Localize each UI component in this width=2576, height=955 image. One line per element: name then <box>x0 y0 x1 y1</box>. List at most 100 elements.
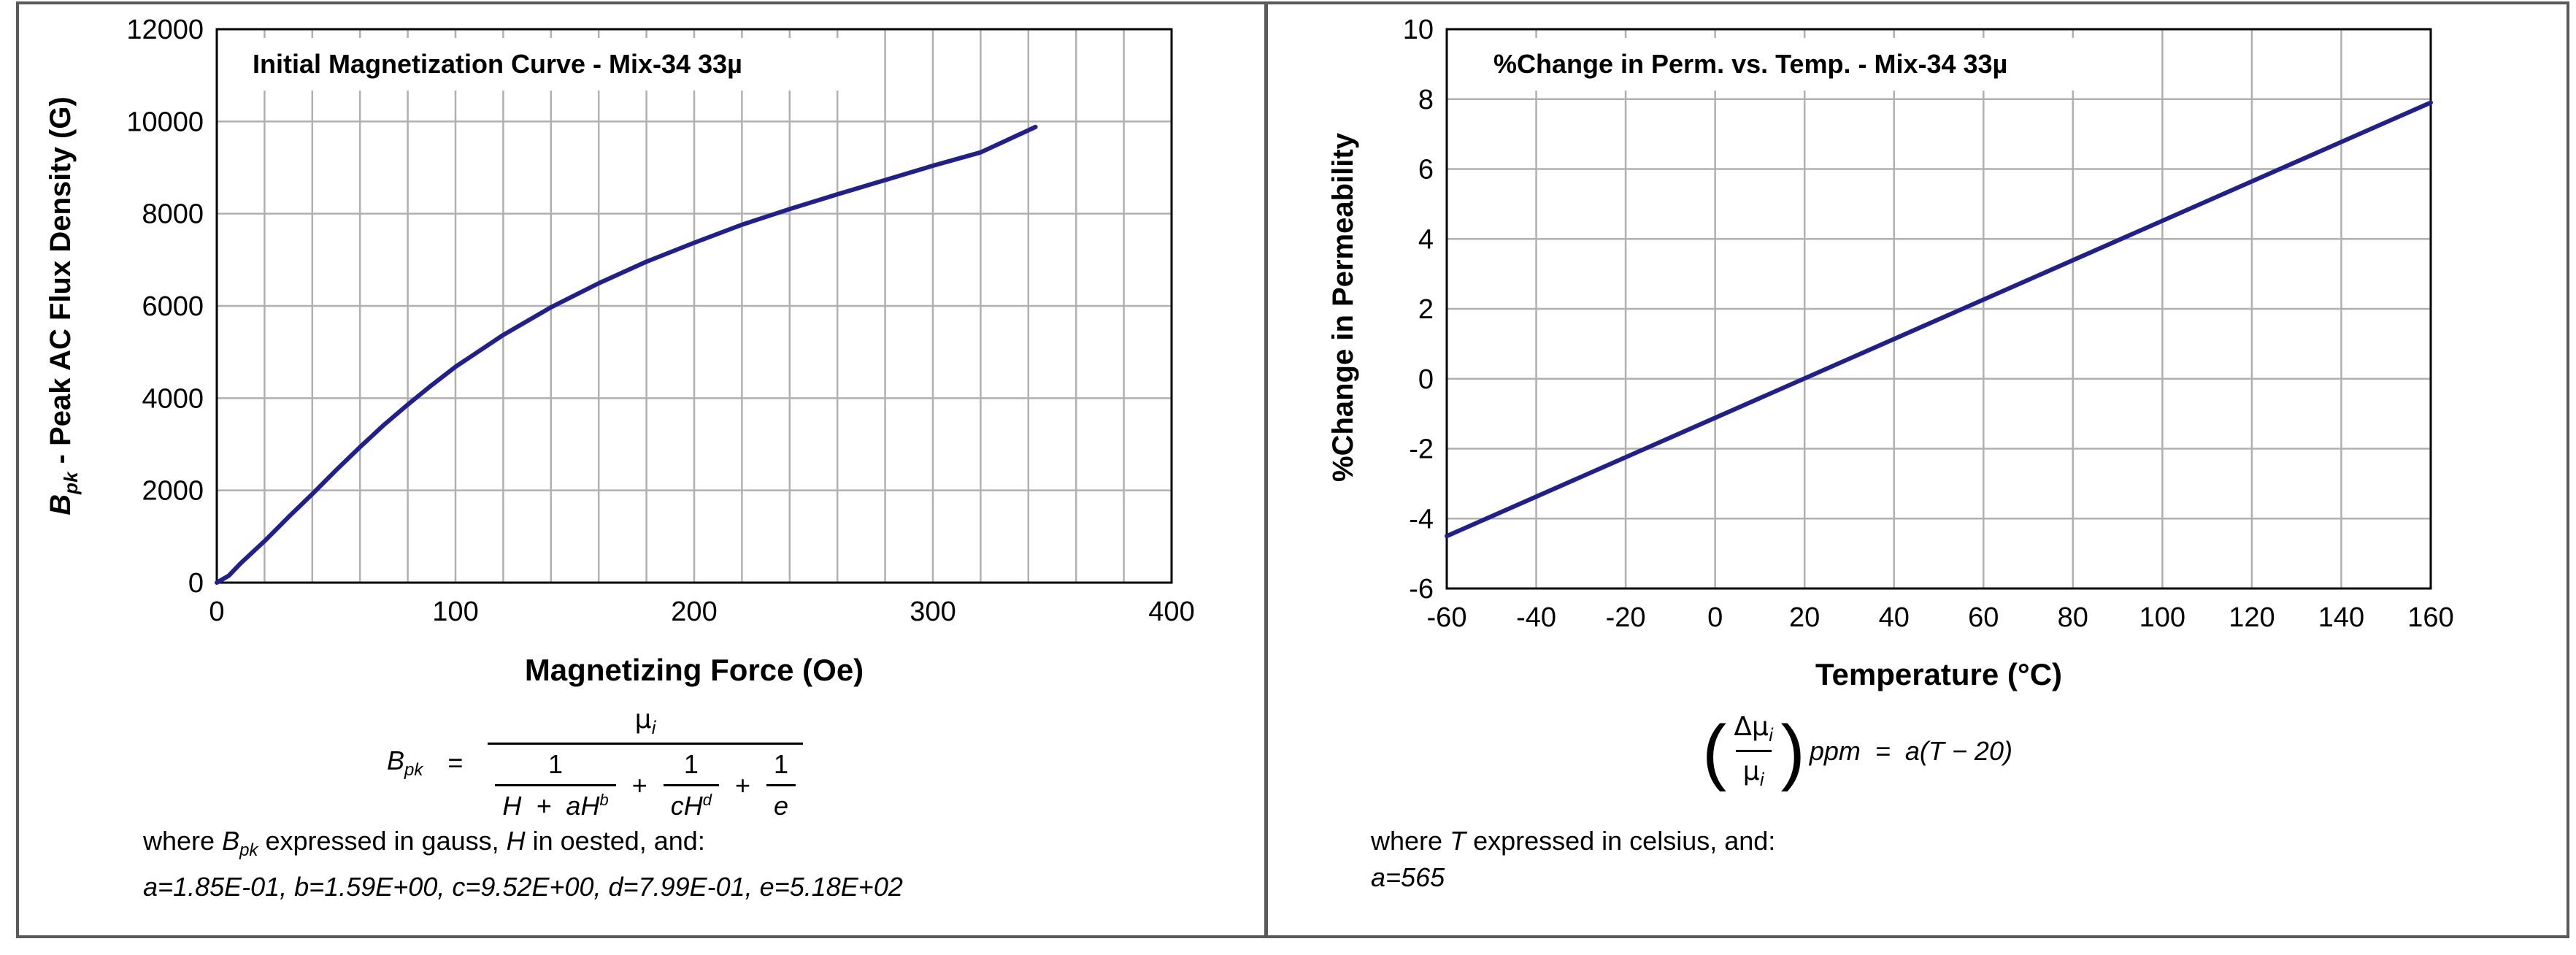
magnetization-chart-y-tick-label: 4000 <box>142 383 204 414</box>
permeability-temp-chart-y-tick-label: -2 <box>1409 434 1434 465</box>
eq-term1-den: H + aHb <box>495 784 616 821</box>
magnetization-chart-y-tick-label: 6000 <box>142 291 204 322</box>
eq-term2-den-text: cH <box>670 791 703 821</box>
flux-density-equation: Bpk = µi 1 H + aHb + 1 cHd + 1 e <box>387 705 804 821</box>
permeability-temp-chart-x-tick-label: 100 <box>2139 602 2185 633</box>
eq-lhs: Bpk <box>387 745 423 781</box>
where-r-a: where <box>1371 826 1450 856</box>
flux-density-where-line: where Bpk expressed in gauss, H in oeste… <box>143 825 903 867</box>
permeability-constants: a=565 <box>1371 862 1445 892</box>
eq-numerator: µi <box>627 705 664 743</box>
where-r-c: expressed in celsius, and: <box>1466 826 1776 856</box>
permeability-temp-chart-y-tick-label: 8 <box>1418 85 1434 115</box>
permeability-temp-chart-x-tick-label: -20 <box>1606 602 1646 633</box>
where-r-t: T <box>1450 826 1466 856</box>
magnetization-chart-x-tick-label: 400 <box>1148 597 1194 627</box>
magnetization-curve-line <box>215 124 1038 585</box>
eq-delta-mu-sub: i <box>1768 725 1774 746</box>
permeability-temp-chart-x-tick-label: 160 <box>2407 602 2453 633</box>
where-d: H <box>506 826 526 856</box>
permeability-temp-chart-x-tick-label: 40 <box>1879 602 1910 633</box>
where-c: expressed in gauss, <box>258 826 507 856</box>
eq-mu-den-sub: i <box>1759 770 1765 791</box>
magnetization-chart-x-tick-label: 300 <box>910 597 956 627</box>
permeability-temp-chart-y-tick-label: 6 <box>1418 155 1434 185</box>
eq-delta-mu: Δµ <box>1734 712 1769 742</box>
eq-term3-num: 1 <box>774 749 789 780</box>
magnetization-chart-y-tick-label: 2000 <box>142 476 204 507</box>
eq-delta-num: Δµi <box>1726 712 1780 750</box>
permeability-temp-chart-x-tick-label: 60 <box>1968 602 1999 633</box>
magnetization-chart-y-tick-label: 10000 <box>126 107 204 137</box>
eq-term2-num: 1 <box>683 749 699 780</box>
magnetization-chart-x-tick-label: 200 <box>671 597 717 627</box>
eq-term1-exp: b <box>599 791 609 810</box>
permeability-temp-chart-y-tick-label: 2 <box>1418 294 1434 325</box>
eq-mu: µ <box>634 705 652 735</box>
y-axis-label-symbol: B <box>45 494 77 515</box>
permeability-temp-chart-x-tick-label: 20 <box>1789 602 1820 633</box>
eq-lhs-subscript: pk <box>404 760 423 781</box>
permeability-change-line <box>1445 100 2433 539</box>
permeability-temp-chart-x-tick-label: 140 <box>2318 602 2364 633</box>
magnetization-chart-y-axis-label: Bpk - Peak AC Flux Density (G) <box>45 96 82 515</box>
where-b: B <box>222 826 240 856</box>
where-a: where <box>143 826 223 856</box>
permeability-temp-chart-title: %Change in Perm. vs. Temp. - Mix-34 33µ <box>1493 49 2007 79</box>
magnetization-chart-grid <box>217 29 1172 583</box>
permeability-temp-chart-y-tick-label: 4 <box>1418 224 1434 255</box>
y-axis-label-subscript: pk <box>60 471 82 495</box>
where-b-sub: pk <box>239 840 258 861</box>
permeability-temp-chart-title-box <box>1482 38 2110 91</box>
eq-right-paren: ) <box>1780 710 1805 792</box>
permeability-temp-chart-grid <box>1447 29 2431 588</box>
eq-delta-den: µi <box>1735 750 1772 791</box>
eq-equals: = <box>447 748 464 778</box>
magnetization-chart-y-ticks: 0 2000 4000 6000 8000 10000 12000 <box>126 15 204 599</box>
magnetization-chart-y-tick-label: 8000 <box>142 199 204 230</box>
permeability-temp-chart-x-axis-label: Temperature (°C) <box>1815 657 2062 691</box>
magnetization-chart-plot-area <box>215 28 1173 584</box>
permeability-temp-chart-x-tick-label: -40 <box>1516 602 1556 633</box>
magnetization-chart-x-ticks: 0 100 200 300 400 <box>209 597 1194 627</box>
eq-lhs-symbol: B <box>387 745 405 775</box>
magnetization-chart-x-tick-label: 0 <box>209 597 224 627</box>
eq-left-paren: ( <box>1702 710 1727 792</box>
where-e: in oested, and: <box>525 826 705 856</box>
eq-rhs: ppm = a(T − 20) <box>1809 735 2012 766</box>
eq-term3: 1 e <box>766 749 796 821</box>
y-axis-label-text: - Peak AC Flux Density (G) <box>45 96 77 472</box>
flux-density-where-text: where Bpk expressed in gauss, H in oeste… <box>143 825 903 903</box>
eq-plus-1: + <box>631 770 647 800</box>
eq-mu-den: µ <box>1742 756 1760 787</box>
permeability-temp-chart-y-tick-label: -4 <box>1409 504 1434 534</box>
eq-term1-num: 1 <box>548 749 564 780</box>
permeability-temp-chart-x-tick-label: 120 <box>2229 602 2275 633</box>
eq-plus-2: + <box>735 770 751 800</box>
permeability-temp-chart-x-ticks: -60 -40 -20 0 20 40 60 80 100 120 140 160 <box>1427 602 2454 633</box>
eq-term2-exp: d <box>702 791 712 810</box>
eq-main-fraction: µi 1 H + aHb + 1 cHd + 1 e <box>488 705 804 821</box>
permeability-temp-chart-x-tick-label: 80 <box>2058 602 2088 633</box>
permeability-temp-chart-y-tick-label: 0 <box>1418 364 1434 395</box>
magnetization-chart-y-tick-label: 12000 <box>126 15 204 45</box>
eq-term2: 1 cHd <box>663 749 719 821</box>
permeability-temp-chart-x-tick-label: 0 <box>1707 602 1723 633</box>
figure-frame <box>16 1 2569 938</box>
panel-divider <box>1264 1 1268 938</box>
magnetization-chart-y-tick-label: 0 <box>188 568 204 599</box>
permeability-temp-chart-y-tick-label: 10 <box>1403 15 1434 45</box>
permeability-temp-chart-x-tick-label: -60 <box>1427 602 1467 633</box>
magnetization-chart-title-box <box>241 38 876 91</box>
eq-denominator: 1 H + aHb + 1 cHd + 1 e <box>488 743 804 821</box>
flux-density-constants: a=1.85E-01, b=1.59E+00, c=9.52E+00, d=7.… <box>143 872 903 902</box>
magnetization-chart-x-tick-label: 100 <box>432 597 478 627</box>
eq-term1-den-text: H + aH <box>502 791 600 821</box>
permeability-where-text: where T expressed in celsius, and: a=565 <box>1371 825 1775 894</box>
eq-term3-den: e <box>766 784 796 821</box>
permeability-temp-chart-y-tick-label: -6 <box>1409 574 1434 605</box>
eq-term1: 1 H + aHb <box>495 749 616 821</box>
eq-mu-sub: i <box>651 718 657 739</box>
